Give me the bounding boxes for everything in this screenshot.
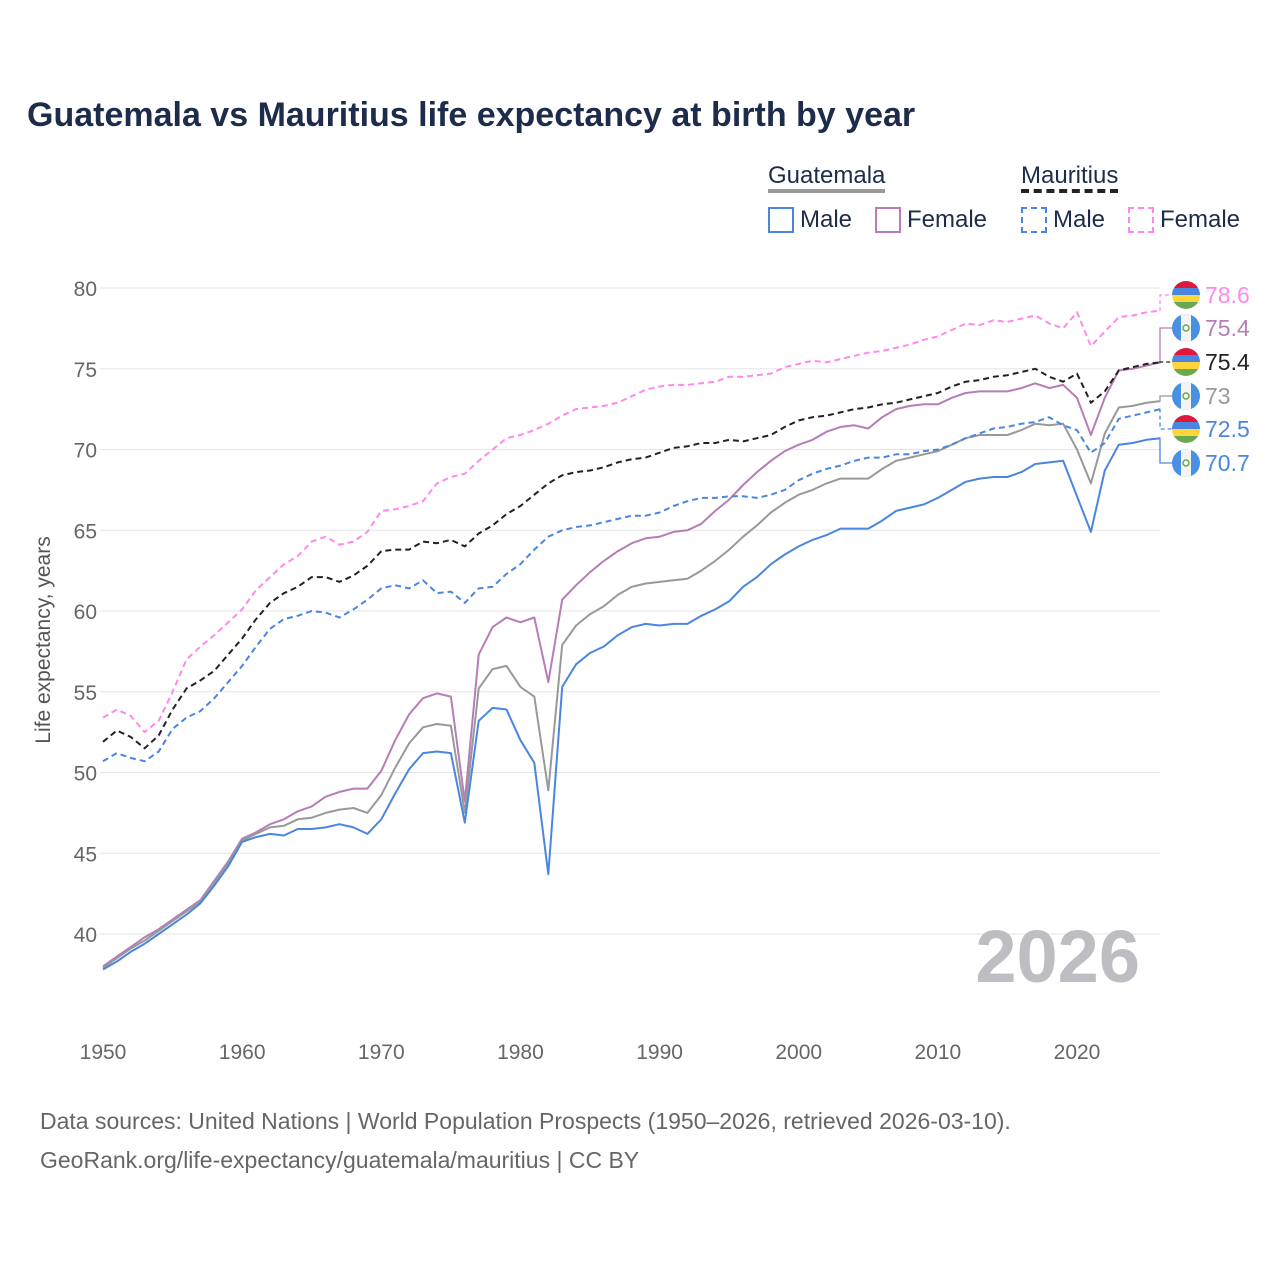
y-axis-label: Life expectancy, years: [32, 536, 55, 743]
guatemala-flag-icon: [1172, 449, 1200, 477]
legend-swatch: [768, 207, 794, 233]
label-connector: [1159, 408, 1172, 430]
footer-sources: Data sources: United Nations | World Pop…: [40, 1108, 1011, 1134]
mauritius-flag-icon: [1172, 415, 1200, 443]
legend-label: Male: [800, 206, 853, 233]
x-tick-label: 2020: [1054, 1041, 1101, 1064]
y-tick-label: 70: [74, 440, 97, 463]
y-tick-label: 45: [74, 843, 97, 866]
footer-link[interactable]: GeoRank.org/life-expectancy/guatemala/ma…: [40, 1147, 640, 1173]
chart-title: Guatemala vs Mauritius life expectancy a…: [27, 96, 916, 134]
legend-label: Female: [907, 206, 988, 233]
label-connector: [1159, 294, 1172, 312]
mauritius-flag-icon: [1172, 281, 1200, 309]
legend-label: Male: [1053, 206, 1106, 233]
legend-group-mauritius: Mauritius: [1021, 163, 1119, 193]
legend-mauritius-male[interactable]: Male: [1021, 206, 1105, 234]
x-tick-label: 2000: [775, 1041, 822, 1064]
series-line-mauritius-male: [102, 408, 1161, 763]
series-line-mauritius-female: [102, 309, 1161, 734]
label-connector: [1159, 437, 1172, 464]
legend-mauritius-female[interactable]: Female: [1128, 206, 1240, 234]
x-tick-label: 1950: [80, 1041, 127, 1064]
legend-guatemala-male[interactable]: Male: [768, 206, 852, 234]
end-value-label: 75.4: [1205, 349, 1250, 375]
legend-group-guatemala: Guatemala: [768, 163, 886, 193]
x-tick-label: 1970: [358, 1041, 405, 1064]
y-tick-label: 50: [74, 763, 97, 786]
series-line-mauritius: [102, 361, 1161, 750]
guatemala-flag-icon: [1172, 314, 1200, 342]
year-watermark: 2026: [975, 915, 1140, 998]
end-value-label: 78.6: [1205, 282, 1250, 308]
x-tick-label: 1960: [219, 1041, 266, 1064]
y-tick-label: 65: [74, 520, 97, 543]
series-line-guatemala-male: [102, 437, 1161, 971]
end-value-label: 73: [1205, 383, 1231, 409]
series-line-guatemala: [102, 400, 1161, 969]
y-tick-label: 60: [74, 601, 97, 624]
y-tick-label: 40: [74, 924, 97, 947]
y-tick-label: 55: [74, 682, 97, 705]
end-value-label: 75.4: [1205, 315, 1250, 341]
legend-swatch: [1021, 207, 1047, 233]
label-connector: [1159, 327, 1172, 363]
y-tick-label: 80: [74, 278, 97, 301]
x-tick-label: 1980: [497, 1041, 544, 1064]
label-connector: [1159, 395, 1172, 402]
end-value-label: 70.7: [1205, 450, 1250, 476]
series-line-guatemala-female: [102, 361, 1161, 968]
end-value-label: 72.5: [1205, 416, 1250, 442]
legend-label: Female: [1160, 206, 1241, 233]
y-tick-label: 75: [74, 359, 97, 382]
legend-swatch: [875, 207, 901, 233]
x-tick-label: 2010: [915, 1041, 962, 1064]
mauritius-flag-icon: [1172, 348, 1200, 376]
legend-guatemala-female[interactable]: Female: [875, 206, 987, 234]
x-tick-label: 1990: [636, 1041, 683, 1064]
guatemala-flag-icon: [1172, 382, 1200, 410]
legend-swatch: [1128, 207, 1154, 233]
